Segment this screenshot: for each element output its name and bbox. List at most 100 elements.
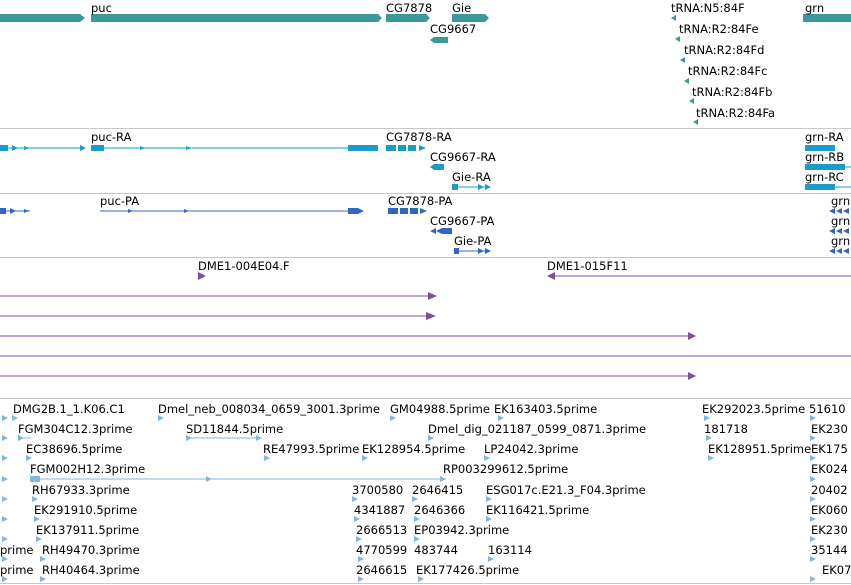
clone-label[interactable]: DME1-015F11 [547,259,628,273]
est-label[interactable]: EK175 [811,442,848,456]
trna-glyph[interactable] [693,119,698,125]
trna-label[interactable]: tRNA:R2:84Fa [696,106,776,120]
transcript-label[interactable]: Gie-RA [452,170,491,184]
est-label[interactable]: 181718 [704,422,748,436]
gene-glyph[interactable] [0,14,85,22]
est-label[interactable]: EK116421.5prime [486,503,590,517]
transcript-cg7878-ra[interactable] [386,145,396,151]
est-label[interactable]: EK163403.5prime [494,402,598,416]
transcript-label[interactable]: puc-RA [91,130,132,144]
est-label[interactable]: EK128951.5prime [708,442,812,456]
est-label[interactable]: 2666513 [356,523,408,537]
est-label[interactable]: prime [0,563,34,577]
est-label[interactable]: FGM304C12.3prime [18,422,133,436]
est-label[interactable]: 51610 [809,402,846,416]
trna-label[interactable]: tRNA:R2:84Fc [688,64,768,78]
trna-label[interactable]: tRNA:R2:84Fe [679,22,759,36]
gene-glyph-cg9667[interactable] [430,37,448,43]
est-label[interactable]: Dmel_neb_008034_0659_3001.3prime [158,402,380,416]
clone-label[interactable]: DME1-004E04.F [198,259,290,273]
trna-glyph[interactable] [684,78,689,84]
est-label[interactable]: 20402 [811,483,848,497]
track-separator [0,583,851,584]
transcript-label[interactable]: grn-RC [805,170,844,184]
track-separator [0,257,851,258]
est-label[interactable]: EK291910.5prime [34,503,138,517]
trna-glyph[interactable] [675,36,680,42]
trna-glyph[interactable] [680,57,685,63]
est-track: DMG2B.1_1.K06.C1 Dmel_neb_008034_0659_30… [0,399,851,583]
clone-glyph[interactable] [198,272,206,280]
est-label[interactable]: SD11844.5prime [186,422,284,436]
est-label[interactable]: 3700580 [352,483,404,497]
trna-label[interactable]: tRNA:R2:84Fd [684,43,765,57]
est-label[interactable]: EK292023.5prime [702,402,806,416]
est-label[interactable]: 483744 [414,543,458,557]
est-label[interactable]: RH40464.3prime [42,563,140,577]
trna-glyph[interactable] [671,15,676,21]
transcript-label[interactable]: grn-RA [805,130,844,144]
est-label[interactable]: GM04988.5prime [390,402,490,416]
trna-label[interactable]: tRNA:R2:84Fb [692,85,773,99]
est-label[interactable]: DMG2B.1_1.K06.C1 [13,402,125,416]
est-label[interactable]: RH49470.3prime [42,543,140,557]
est-label[interactable]: EC38696.5prime [26,442,123,456]
est-label[interactable]: 2646366 [414,503,466,517]
est-label[interactable]: 4341887 [354,503,406,517]
transcript-grn-rb[interactable] [805,164,845,170]
est-label[interactable]: EK024 [811,462,848,476]
track-separator [0,193,851,194]
protein-label[interactable]: puc-PA [100,194,140,208]
est-label[interactable]: EK07 [822,563,851,577]
est-label[interactable]: EK177426.5prime [416,563,520,577]
gene-glyph-puc[interactable] [91,14,382,22]
est-label[interactable]: 35144 [811,543,848,557]
est-label[interactable]: LP24042.3prime [484,442,579,456]
protein-label[interactable]: Gie-PA [454,234,492,248]
transcript-grn-rc[interactable] [805,184,835,190]
est-label[interactable]: 2646615 [356,563,408,577]
est-label[interactable]: EK230 [811,422,848,436]
est-label[interactable]: EP03942.3prime [414,523,510,537]
protein-cg9667-pa[interactable] [430,228,436,234]
gene-label[interactable]: grn [805,1,825,15]
est-label[interactable]: Dmel_dig_021187_0599_0871.3prime [428,422,647,436]
protein-label[interactable]: CG9667-PA [430,214,495,228]
gene-label[interactable]: Gie [452,1,472,15]
gene-glyph-grn[interactable] [803,14,851,22]
trna-glyph[interactable] [689,98,694,104]
transcript-track: puc-RA CG7878-RA CG9667-RA Gie-RA grn-RA… [0,129,851,193]
transcript-label[interactable]: CG9667-RA [430,150,496,164]
protein-label[interactable]: grn [831,234,851,248]
gene-glyph-cg7878[interactable] [386,14,430,22]
est-label[interactable]: 2646415 [412,483,464,497]
transcript-grn-ra[interactable] [805,145,835,151]
protein-label[interactable]: CG7878-PA [388,194,453,208]
protein-cg7878-pa[interactable] [388,208,398,214]
est-label[interactable]: prime [0,543,34,557]
transcript-label[interactable]: grn-RB [805,150,845,164]
track-separator [0,128,851,129]
protein-label[interactable]: grn [831,194,851,208]
est-label[interactable]: RE47993.5prime [263,442,360,456]
gene-glyphs [0,14,851,125]
gene-label[interactable]: puc [91,1,112,15]
clone-track: DME1-004E04.F DME1-015F11 [0,258,851,398]
est-label[interactable]: EK060 [811,503,848,517]
transcript-cg9667-ra[interactable] [434,164,444,170]
gene-label[interactable]: CG7878 [386,1,433,15]
gene-label[interactable]: CG9667 [430,22,477,36]
est-label[interactable]: 4770599 [356,543,408,557]
est-label[interactable]: RP003299612.5prime [443,462,569,476]
protein-label[interactable]: grn [831,214,851,228]
est-label[interactable]: RH67933.3prime [32,483,130,497]
trna-label[interactable]: tRNA:N5:84F [671,1,745,15]
est-label[interactable]: 163114 [488,543,532,557]
transcript-label[interactable]: CG7878-RA [386,130,452,144]
est-label[interactable]: EK128954.5prime [362,442,466,456]
est-label[interactable]: EK230 [811,523,848,537]
est-label[interactable]: FGM002H12.3prime [30,462,146,476]
gene-glyph-gie[interactable] [452,14,489,22]
est-label[interactable]: EK137911.5prime [36,523,140,537]
est-label[interactable]: ESG017c.E21.3_F04.3prime [486,483,646,497]
